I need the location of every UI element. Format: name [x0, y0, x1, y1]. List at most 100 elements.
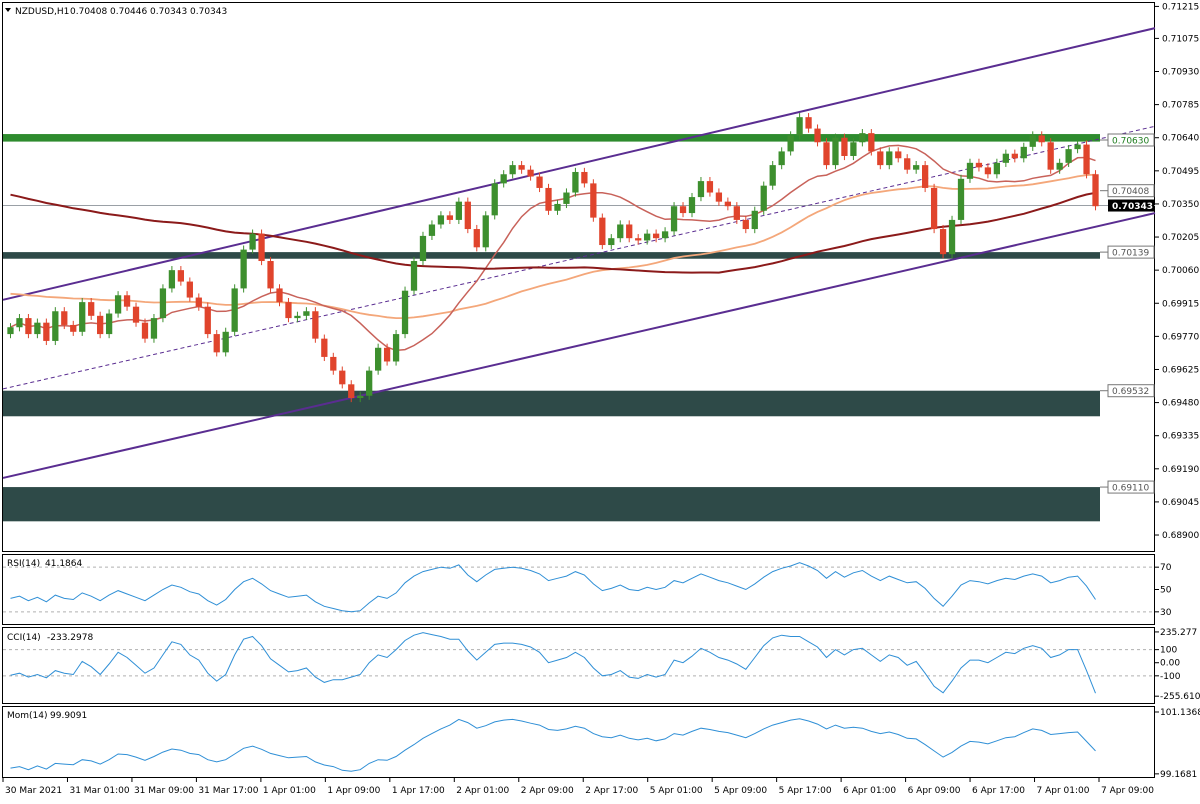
- candle-body: [231, 288, 238, 332]
- candle-body: [383, 347, 391, 362]
- candle-body: [697, 181, 705, 198]
- indicator-tick-label: 100: [1160, 646, 1177, 656]
- candle: [608, 234, 615, 250]
- candle: [348, 380, 355, 403]
- time-tick-label: 6 Apr 09:00: [908, 786, 961, 796]
- candle-body: [814, 128, 821, 143]
- indicator-tick-label: 50: [1160, 586, 1172, 596]
- candle-body: [832, 137, 839, 166]
- candle-body: [706, 181, 714, 193]
- candle: [401, 286, 409, 339]
- candle-body: [321, 338, 328, 357]
- candle: [294, 311, 301, 323]
- candle-body: [536, 176, 543, 188]
- candle-body: [61, 311, 68, 325]
- cci-panel-frame: [2, 627, 1155, 704]
- time-tick-label: 6 Apr 01:00: [843, 786, 896, 796]
- time-tick-label: 2 Apr 09:00: [521, 786, 574, 796]
- price-tick-label: 0.70640: [1162, 134, 1199, 144]
- candle: [769, 161, 776, 190]
- time-tick-label: 31 Mar 17:00: [198, 786, 258, 796]
- indicator-line-0: [10, 562, 1096, 613]
- candle: [670, 202, 678, 236]
- candle-body: [993, 162, 1001, 175]
- candle: [697, 176, 705, 202]
- candle: [357, 391, 364, 403]
- candle-body: [787, 135, 794, 152]
- ma-fast-line: [10, 173, 1096, 320]
- candle-body: [984, 167, 992, 175]
- candle-body: [823, 142, 830, 166]
- candle-body: [527, 169, 534, 177]
- candle: [1029, 131, 1036, 151]
- candle-body: [410, 261, 418, 291]
- price-tick-label: 0.71075: [1162, 34, 1199, 44]
- price-tick-label: 0.69625: [1162, 365, 1199, 375]
- ohlc-low: 0.70343: [150, 7, 187, 17]
- channel-upper-line: [2, 27, 1156, 301]
- time-tick-label: 5 Apr 09:00: [714, 786, 767, 796]
- candle: [599, 213, 606, 250]
- price-label-2: 0.70343: [1112, 202, 1153, 212]
- candle-body: [392, 334, 400, 362]
- price-tick-label: 0.69915: [1162, 299, 1199, 309]
- candle-body: [123, 295, 131, 307]
- candle-body: [590, 183, 597, 218]
- candle: [724, 197, 731, 211]
- candle: [554, 199, 561, 215]
- indicator-line-2: [10, 718, 1096, 772]
- candle-body: [724, 201, 731, 207]
- candle-body: [1074, 144, 1081, 150]
- candle: [635, 234, 642, 245]
- candle: [428, 220, 436, 241]
- symbol-dropdown-icon[interactable]: [5, 8, 11, 12]
- candle: [733, 202, 740, 225]
- candle: [1002, 149, 1009, 167]
- candle: [150, 313, 158, 343]
- time-tick-label: 5 Apr 17:00: [779, 786, 832, 796]
- candle: [70, 320, 77, 336]
- price-label-1: 0.70408: [1112, 187, 1149, 197]
- indicator-tick-label: 70: [1160, 563, 1172, 573]
- candle-body: [608, 238, 615, 246]
- price-tick-label: 0.70495: [1162, 167, 1199, 177]
- time-tick-label: 1 Apr 17:00: [392, 786, 445, 796]
- time-tick-label: 31 Mar 01:00: [69, 786, 129, 796]
- price-tick-label: 0.70060: [1162, 266, 1199, 276]
- candle: [859, 129, 866, 147]
- candle: [679, 202, 687, 218]
- candle: [805, 113, 812, 133]
- candle-body: [267, 261, 274, 289]
- candle: [545, 183, 552, 215]
- candle-body: [877, 151, 884, 166]
- candle: [204, 302, 211, 339]
- candle-body: [688, 197, 696, 214]
- candle: [25, 313, 32, 339]
- candle-body: [276, 288, 283, 303]
- candle: [392, 329, 400, 366]
- candle: [850, 138, 857, 161]
- candle: [823, 138, 830, 170]
- mom-panel-frame: [2, 706, 1155, 778]
- candle: [61, 307, 68, 330]
- candle-body: [52, 311, 59, 341]
- candle-body: [473, 229, 480, 248]
- cci-title: CCI(14): [7, 633, 41, 643]
- candle: [787, 131, 794, 156]
- candle-body: [114, 295, 122, 314]
- candle-body: [150, 318, 158, 339]
- candle-body: [43, 322, 50, 341]
- channel-lower-line: [2, 212, 1156, 479]
- candle: [518, 161, 525, 174]
- ma-slow-line: [10, 191, 1096, 274]
- candle-body: [258, 233, 265, 262]
- candle-body: [661, 231, 669, 239]
- candle: [1038, 131, 1045, 147]
- candle-body: [679, 206, 687, 214]
- rsi-title: RSI(14): [7, 559, 40, 569]
- candle-body: [401, 290, 409, 335]
- candle-body: [859, 133, 866, 143]
- candle-body: [913, 165, 920, 170]
